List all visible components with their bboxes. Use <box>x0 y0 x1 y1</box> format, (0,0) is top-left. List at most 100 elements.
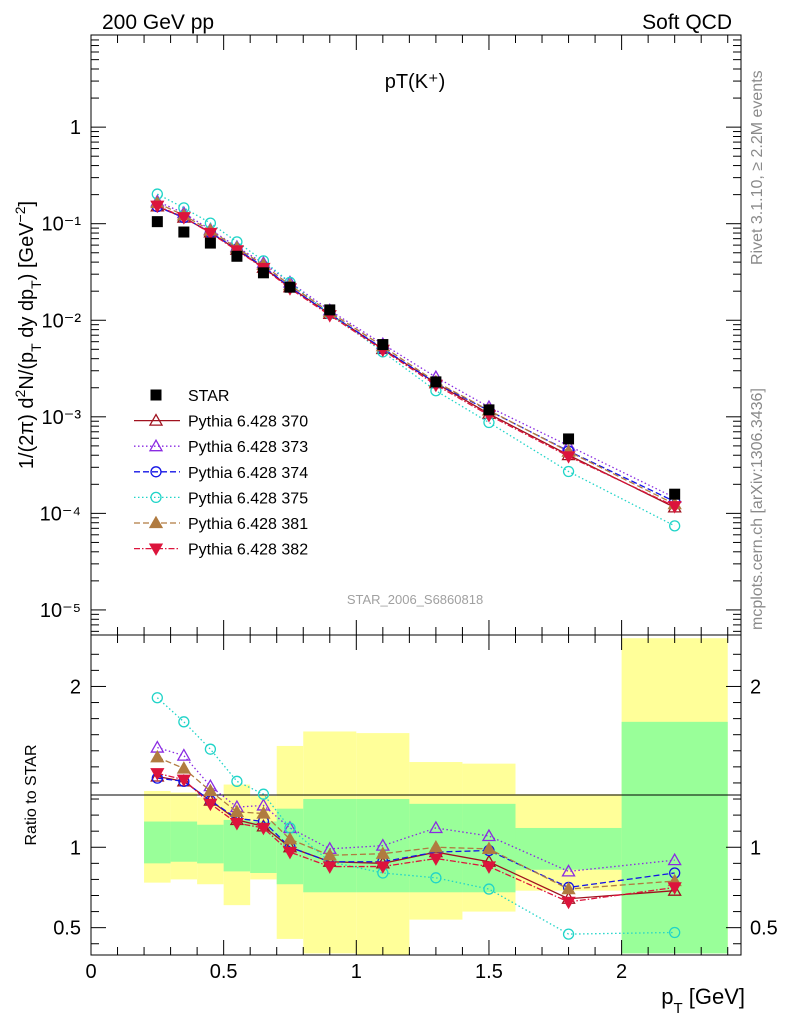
ratio-series-point <box>176 748 191 761</box>
data-point <box>257 267 269 279</box>
ratio-series-point <box>150 768 165 781</box>
ratio-series-point <box>231 775 243 787</box>
legend-label: Pythia 6.428 375 <box>188 490 308 507</box>
ratio-series-point <box>322 861 337 874</box>
main-series-point <box>667 501 682 514</box>
ratio-series-point <box>667 852 682 866</box>
ratio-series-point <box>150 749 165 763</box>
ratio-series-point <box>481 861 497 874</box>
main-series-point <box>176 212 191 225</box>
data-point <box>151 216 163 228</box>
legend-label: Pythia 6.428 370 <box>188 414 308 431</box>
header-left: 200 GeV pp <box>102 11 214 34</box>
legend-marker <box>148 413 164 426</box>
ratio-axis-ticks: 0.5 0.51 12 20 0.5 1 1.5 2 <box>53 635 778 983</box>
data-point <box>204 237 216 249</box>
data-point <box>377 339 389 351</box>
data-point <box>324 304 336 316</box>
legend-marker <box>148 438 164 452</box>
main-series-point <box>150 200 165 214</box>
ratio-series-point <box>561 896 576 910</box>
legend-label: Pythia 6.428 374 <box>188 465 308 482</box>
main-y-tick-label: 10⁻² <box>42 310 82 332</box>
main-y-tick-label: 10⁻³ <box>42 407 82 429</box>
header-right: Soft QCD <box>642 11 732 34</box>
ratio-series-line <box>157 746 675 873</box>
main-panel: 10⁻⁵ 10⁻⁴ 10⁻³ 10⁻² 10⁻¹ 1 pT(K⁺) STAR_2006_S… <box>12 34 742 636</box>
ratio-series-point <box>375 846 390 859</box>
ratio-y-tick-label-right: 2 <box>750 676 761 698</box>
ratio-y-tick-label: 1 <box>70 837 81 859</box>
main-series-point <box>562 465 575 478</box>
ratio-series-point <box>256 822 271 836</box>
ratio-series-point <box>282 831 298 845</box>
ratio-series-point <box>483 883 495 895</box>
main-y-tick-label: 10⁻¹ <box>42 214 82 236</box>
side-label-top: Rivet 3.1.10, ≥ 2.2M events <box>749 70 766 265</box>
data-point <box>669 488 681 500</box>
ratio-series-point <box>667 883 682 896</box>
main-y-tick-label: 10⁻⁴ <box>40 503 81 525</box>
main-axis-ticks: 10⁻⁵ 10⁻⁴ 10⁻³ 10⁻² 10⁻¹ 1 <box>40 34 741 635</box>
analysis-id: STAR_2006_S6860818 <box>347 592 483 607</box>
main-y-axis-label: 1/(2π) d2N/(pT dy dpT) [GeV−2] <box>12 201 44 469</box>
ratio-y-tick-label: 0.5 <box>53 918 81 940</box>
ratio-series-point <box>256 806 271 819</box>
ratio-series-point <box>481 828 497 842</box>
chart-title: pT(K⁺) <box>385 71 446 93</box>
x-axis-label: pT [GeV] <box>661 984 745 1017</box>
ratio-series-point <box>203 798 218 812</box>
legend-label: Pythia 6.428 382 <box>188 542 308 559</box>
data-point <box>284 281 296 293</box>
ratio-frame <box>90 634 742 956</box>
ratio-series-point <box>282 846 298 860</box>
ratio-series-point <box>430 872 442 884</box>
ratio-series-point <box>322 847 337 861</box>
stat-band <box>170 821 198 862</box>
legend-entry-4: Pythia 6.428 375 <box>134 490 308 507</box>
data-point <box>430 376 442 388</box>
ratio-series-point <box>428 853 444 866</box>
stat-band <box>197 824 224 864</box>
ratio-series-point <box>176 761 191 774</box>
legend-entry-2: Pythia 6.428 373 <box>134 438 308 456</box>
ratio-y-axis-label: Ratio to STAR <box>23 744 40 845</box>
ratio-series-6 <box>150 768 682 910</box>
x-tick-label: 0.5 <box>210 961 238 983</box>
ratio-series-line <box>157 772 675 903</box>
ratio-y-tick-label-right: 0.5 <box>750 918 778 940</box>
ratio-series-point <box>178 716 190 728</box>
ratio-series-point <box>428 820 444 834</box>
legend: STAR Pythia 6.428 370 Pythia 6.428 373 Pyth… <box>134 388 308 559</box>
legend-entry-1: Pythia 6.428 370 <box>134 413 308 431</box>
legend-label: Pythia 6.428 381 <box>188 516 308 533</box>
legend-entry-3: Pythia 6.428 374 <box>134 465 308 482</box>
main-series-point <box>561 451 576 464</box>
side-label-bottom: mcplots.cern.ch [arXiv:1306.3436] <box>749 388 766 630</box>
main-y-tick-label: 1 <box>70 117 81 139</box>
x-tick-label: 2 <box>616 961 627 983</box>
main-series-point <box>669 520 681 532</box>
ratio-series-point <box>561 864 576 877</box>
ratio-series-point <box>150 769 165 782</box>
main-y-tick-label: 10⁻⁵ <box>40 600 81 622</box>
x-tick-label: 1 <box>351 961 362 983</box>
main-data-series <box>151 216 681 500</box>
stat-band <box>621 721 728 954</box>
main-series-point <box>203 227 218 241</box>
main-plot-marks <box>150 188 682 532</box>
legend-entry-6: Pythia 6.428 382 <box>134 542 308 559</box>
ratio-series-point <box>151 692 163 704</box>
legend-label: STAR <box>188 388 229 405</box>
legend-marker <box>150 389 162 401</box>
ratio-series-point <box>561 881 576 895</box>
data-point <box>231 250 243 262</box>
main-series-line <box>157 200 675 499</box>
ratio-series-5 <box>150 749 682 895</box>
ratio-series-line <box>157 756 675 890</box>
ratio-series-point <box>204 743 217 755</box>
stat-band <box>303 799 357 893</box>
ratio-series-point <box>669 926 681 939</box>
ratio-y-tick-label: 2 <box>70 676 81 698</box>
